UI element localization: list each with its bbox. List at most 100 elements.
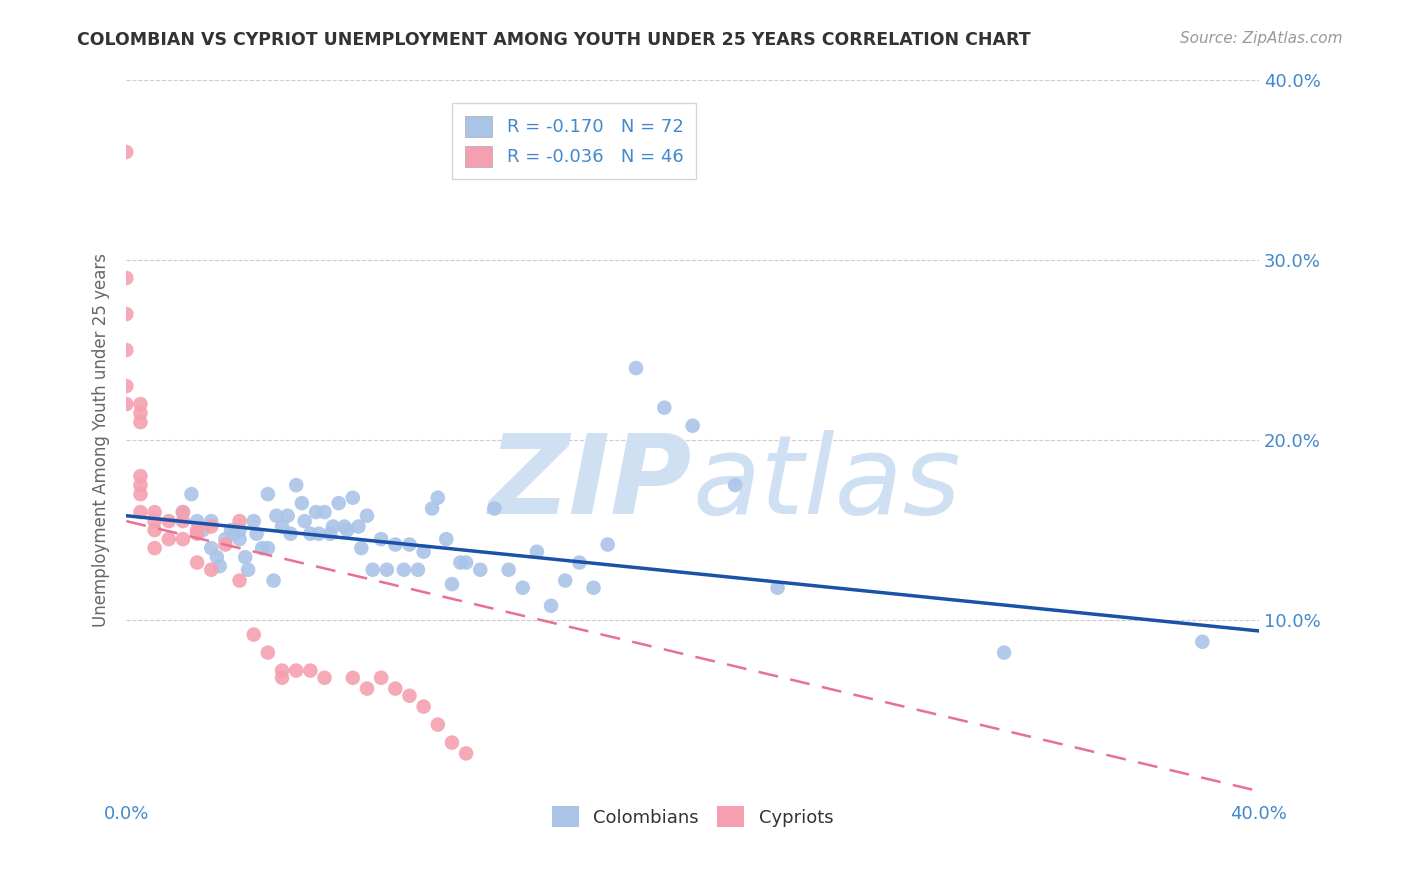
Y-axis label: Unemployment Among Youth under 25 years: Unemployment Among Youth under 25 years <box>93 253 110 627</box>
Point <box>271 519 294 533</box>
Point <box>219 523 242 537</box>
Point <box>624 361 647 376</box>
Point <box>277 508 299 523</box>
Point <box>484 501 506 516</box>
Point <box>245 526 267 541</box>
Point <box>191 523 214 537</box>
Point <box>285 478 308 492</box>
Point <box>308 526 330 541</box>
Point <box>347 519 370 533</box>
Point <box>356 681 378 696</box>
Point <box>498 563 520 577</box>
Point <box>257 487 280 501</box>
Point <box>299 664 322 678</box>
Point <box>294 514 316 528</box>
Point <box>682 418 704 433</box>
Point <box>526 545 548 559</box>
Point <box>652 401 675 415</box>
Point <box>406 563 429 577</box>
Point <box>426 717 449 731</box>
Text: ZIP: ZIP <box>489 430 693 537</box>
Point <box>257 541 280 556</box>
Text: COLOMBIAN VS CYPRIOT UNEMPLOYMENT AMONG YOUTH UNDER 25 YEARS CORRELATION CHART: COLOMBIAN VS CYPRIOT UNEMPLOYMENT AMONG … <box>77 31 1031 49</box>
Point <box>342 671 364 685</box>
Point <box>456 556 478 570</box>
Point <box>222 526 245 541</box>
Point <box>143 505 166 519</box>
Point <box>129 406 152 420</box>
Point <box>356 508 378 523</box>
Point <box>398 689 420 703</box>
Point <box>172 532 194 546</box>
Point <box>342 491 364 505</box>
Point <box>271 671 294 685</box>
Point <box>582 581 605 595</box>
Point <box>314 505 336 519</box>
Point <box>205 550 228 565</box>
Point <box>554 574 576 588</box>
Point <box>200 519 222 533</box>
Point <box>384 681 406 696</box>
Point <box>228 514 250 528</box>
Point <box>129 469 152 483</box>
Point <box>412 699 434 714</box>
Point <box>115 271 138 285</box>
Point <box>440 577 463 591</box>
Point <box>200 541 222 556</box>
Point <box>1191 634 1213 648</box>
Point <box>322 519 344 533</box>
Point <box>336 523 359 537</box>
Point <box>172 505 194 519</box>
Point <box>328 496 350 510</box>
Point <box>568 556 591 570</box>
Point <box>375 563 398 577</box>
Point <box>186 523 208 537</box>
Point <box>370 671 392 685</box>
Point <box>143 523 166 537</box>
Point <box>384 537 406 551</box>
Point <box>392 563 415 577</box>
Point <box>449 556 471 570</box>
Point <box>420 501 443 516</box>
Point <box>129 415 152 429</box>
Point <box>370 532 392 546</box>
Point <box>129 487 152 501</box>
Point <box>263 574 285 588</box>
Point <box>157 532 180 546</box>
Point <box>214 532 236 546</box>
Point <box>214 537 236 551</box>
Point <box>115 145 138 159</box>
Point <box>228 574 250 588</box>
Point <box>157 514 180 528</box>
Point <box>143 514 166 528</box>
Point <box>456 747 478 761</box>
Point <box>434 532 457 546</box>
Point <box>440 736 463 750</box>
Point <box>766 581 789 595</box>
Point <box>470 563 492 577</box>
Point <box>512 581 534 595</box>
Point <box>596 537 619 551</box>
Point <box>233 550 256 565</box>
Point <box>319 526 342 541</box>
Point <box>412 545 434 559</box>
Point <box>285 664 308 678</box>
Point <box>271 664 294 678</box>
Point <box>252 541 274 556</box>
Point <box>280 526 302 541</box>
Point <box>314 671 336 685</box>
Point <box>186 526 208 541</box>
Point <box>993 646 1015 660</box>
Point <box>143 541 166 556</box>
Point <box>129 505 152 519</box>
Point <box>426 491 449 505</box>
Point <box>186 556 208 570</box>
Point <box>540 599 562 613</box>
Legend: Colombians, Cypriots: Colombians, Cypriots <box>544 799 841 834</box>
Point <box>180 487 202 501</box>
Point <box>172 505 194 519</box>
Point <box>350 541 373 556</box>
Point <box>228 523 250 537</box>
Point <box>291 496 314 510</box>
Point <box>186 514 208 528</box>
